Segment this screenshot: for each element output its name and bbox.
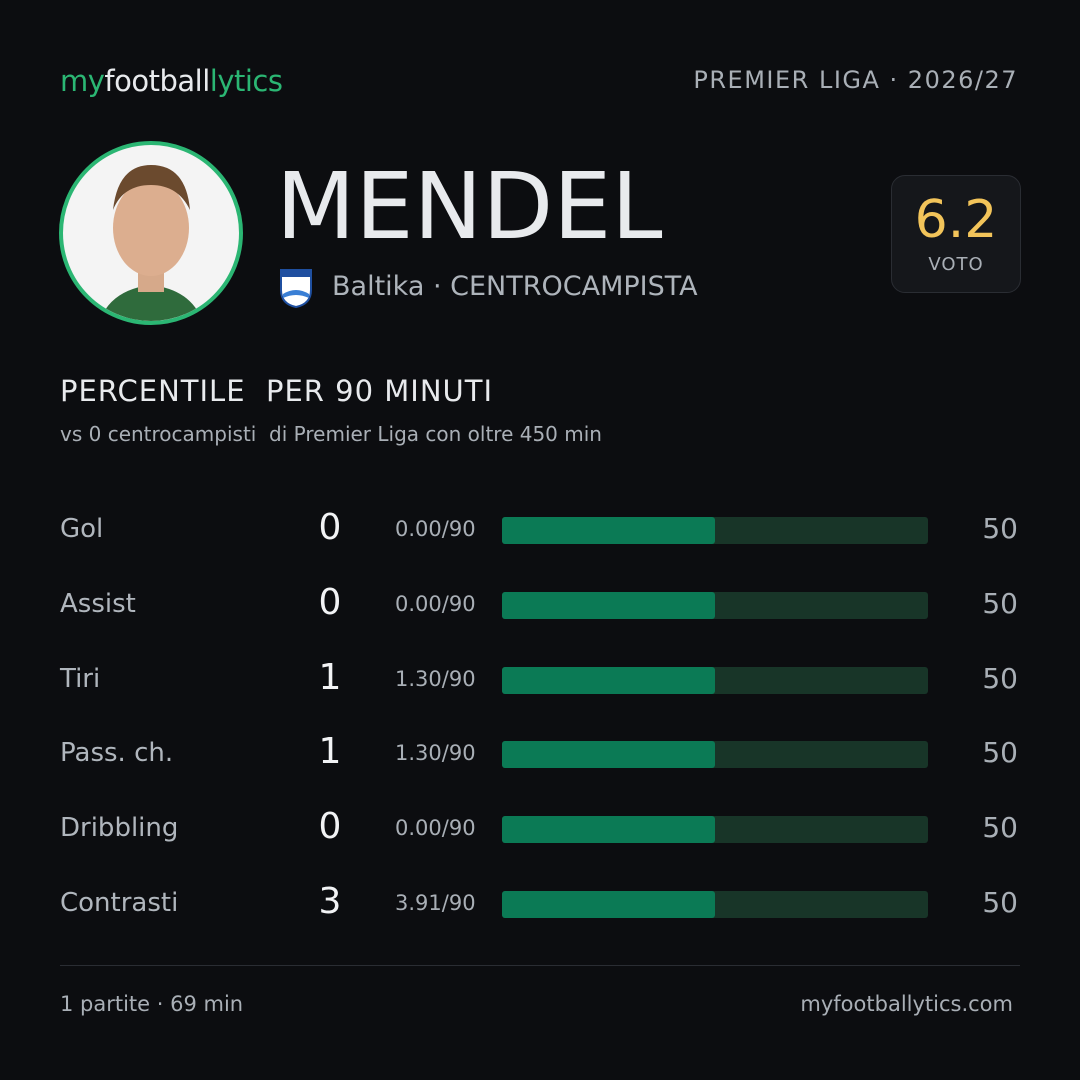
team-badge <box>280 269 312 308</box>
stat-total: 1 <box>318 656 342 698</box>
player-name: MENDEL <box>276 153 663 260</box>
stat-per90: 1.30/90 <box>395 666 476 691</box>
stat-total: 1 <box>318 731 342 773</box>
rating-label: VOTO <box>928 254 984 275</box>
stat-total: 3 <box>318 881 342 922</box>
stat-total: 0 <box>318 507 342 548</box>
bar <box>502 741 715 769</box>
avatar <box>59 141 243 325</box>
stat-per90: 0.00/90 <box>395 517 476 541</box>
stat-label: Pass. ch. <box>60 738 174 769</box>
bar <box>502 591 715 619</box>
rating-box: 6.2 VOTO <box>891 175 1021 293</box>
brand-part: my <box>60 64 105 98</box>
stat-percentile: 50 <box>982 661 1018 695</box>
bar <box>502 891 715 918</box>
stat-percentile: 50 <box>982 512 1018 545</box>
brand-part: lytics <box>209 64 283 98</box>
stat-per90: 0.00/90 <box>395 816 476 841</box>
stat-percentile: 50 <box>982 811 1018 845</box>
stat-percentile: 50 <box>982 886 1018 919</box>
section-title: PERCENTILE PER 90 MINUTI <box>60 374 494 408</box>
footer-matches: 1 partite · 69 min <box>60 992 244 1016</box>
role: · CENTROCAMPISTA <box>432 271 698 302</box>
stat-percentile: 50 <box>982 736 1018 770</box>
brand: myfootballlytics <box>60 64 283 98</box>
brand-part: football <box>104 64 210 98</box>
bar <box>502 816 715 844</box>
team-line: Baltika · CENTROCAMPISTA <box>332 271 698 302</box>
stat-per90: 1.30/90 <box>395 741 476 766</box>
bar <box>502 517 715 544</box>
stat-label: Gol <box>60 514 104 544</box>
stat-label: Dribbling <box>60 813 179 844</box>
stat-total: 0 <box>318 581 342 623</box>
stat-per90: 0.00/90 <box>395 591 476 616</box>
competition: PREMIER LIGA · 2026/27 <box>693 66 1018 94</box>
stat-label: Assist <box>60 588 136 619</box>
team: Baltika <box>332 271 425 302</box>
rating: 6.2 <box>914 190 998 250</box>
stat-label: Contrasti <box>60 888 179 918</box>
stat-total: 0 <box>318 806 342 848</box>
stat-per90: 3.91/90 <box>395 891 476 915</box>
bar <box>502 666 715 694</box>
divider <box>60 965 1020 966</box>
stat-percentile: 50 <box>982 586 1018 620</box>
stat-label: Tiri <box>60 663 101 694</box>
footer-site: myfootballytics.com <box>800 992 1013 1016</box>
section-subtitle: vs 0 centrocampisti di Premier Liga con … <box>60 422 602 446</box>
